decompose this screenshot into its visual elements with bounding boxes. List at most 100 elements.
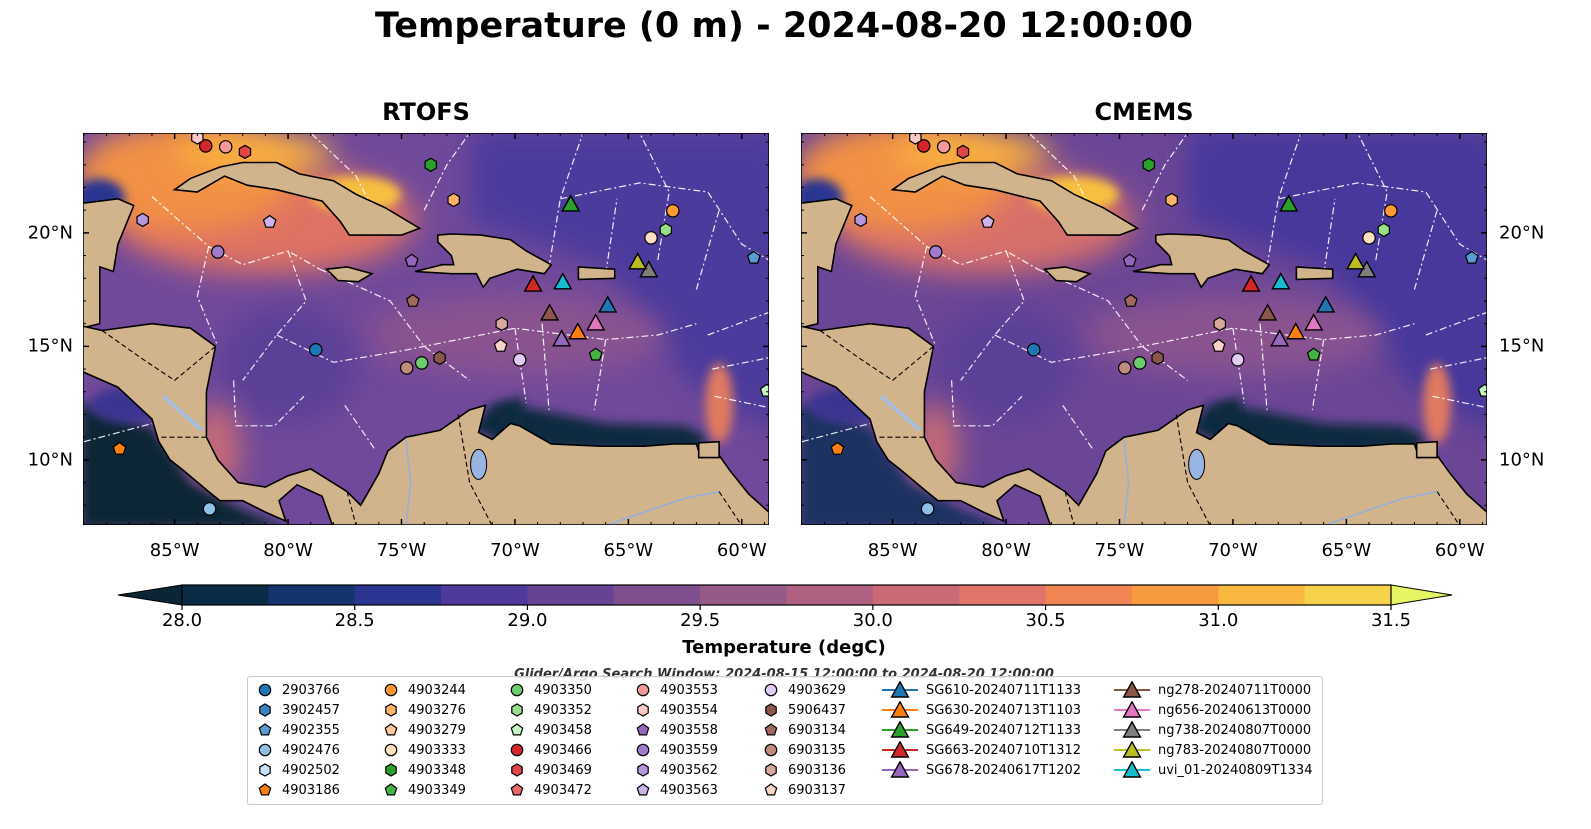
colorbar-tick-label: 29.0 [507,610,548,631]
float-marker-4902476 [920,502,935,516]
colorbar-under-extend [117,584,183,606]
legend-marker [258,683,272,697]
eez-boundary-line [1430,357,1487,370]
legend-label: 4903458 [534,722,592,738]
eez-boundary-line [712,357,769,370]
legend-item: 4903276 [382,701,466,719]
atlantic-cool-region [469,133,769,429]
float-marker-6903136 [1213,316,1226,332]
pacific-cold [83,403,281,525]
hexagon-marker-icon [637,703,649,717]
triangle-marker-icon [882,741,918,758]
legend-label: 4902355 [282,722,340,738]
triangle-marker-icon [1114,681,1150,698]
glider-marker-SG610-20240711T1133 [598,295,618,313]
pentagon-marker-icon [764,783,778,796]
colorbar-bin [1045,585,1133,605]
legend-marker [1122,761,1142,778]
colorbar-bin [959,585,1047,605]
legend-label: 4903186 [282,782,340,798]
lon-tick-label: 75°W [376,540,427,561]
colorbar-bin [182,585,269,605]
triangle-marker-icon [882,721,918,738]
float-marker-2903766 [1026,342,1041,357]
colorbar-tick-label: 28.0 [161,610,203,631]
colorbar-tick-label: 31.0 [1198,610,1239,631]
eez-boundary-line [695,210,720,290]
legend-item: 4903348 [382,761,466,779]
legend-marker [764,743,778,757]
cuba-north-warm [174,133,335,174]
float-marker-4903629 [1230,352,1245,367]
glider-marker-SG678-20240617T1202 [552,329,572,347]
eez-boundary-line [548,133,584,267]
triangle-marker-icon [1114,761,1150,778]
float-marker-4903333 [644,231,658,245]
legend-item: 4903279 [382,721,466,739]
legend-item: 4903563 [634,781,718,799]
cuba-north-warm [892,133,1053,174]
float-marker-4903186 [830,441,845,455]
glider-marker-SG649-20240712T1133 [1279,194,1299,212]
eez-boundary-line [914,246,937,347]
legend-item: 3902457 [256,701,340,719]
eez-boundary-line [1311,339,1325,410]
triangle-marker-icon [1114,701,1150,718]
legend-marker [385,703,397,717]
float-marker-4902355 [1464,250,1479,264]
float-marker-6903137 [493,338,508,352]
legend-marker [384,683,398,697]
legend-label: SG630-20240713T1103 [926,702,1082,718]
legend: 2903766 3902457 4902355 4902476 4902502 49031… [247,676,1323,805]
float-marker-4903244 [1384,204,1398,218]
float-marker-4903563 [262,214,277,228]
circle-marker-icon [258,743,272,757]
float-marker-6903136 [495,316,508,332]
land-jamaica [324,266,375,283]
land-trinidad [1415,440,1438,459]
eez-boundary-line [960,250,1025,381]
legend-marker [510,683,524,697]
legend-label: 4903559 [660,742,718,758]
lat-tick-label: 20°N [27,222,73,244]
float-marker-4903466 [916,139,931,153]
legend-label: 4903244 [408,682,466,698]
lat-tick-label: 10°N [27,449,73,471]
land-hispaniola [1132,233,1271,289]
float-marker-4903558 [1122,253,1137,267]
legend-label: 4903469 [534,762,592,778]
eez-boundary-line [1266,133,1302,267]
eez-boundary-line [423,133,471,211]
legend-label: SG678-20240617T1202 [926,762,1082,778]
land-mainland [801,322,1487,525]
colorbar-tick-label: 29.5 [680,610,721,631]
legend-label: 4903349 [408,782,466,798]
map-panel-cmems [801,133,1487,525]
legend-label: 4902502 [282,762,340,778]
legend-item: 4903559 [634,741,718,759]
circle-marker-icon [636,743,650,757]
land-puertorico [577,266,616,281]
pentagon-marker-icon [258,723,272,736]
float-marker-4903559 [210,245,225,259]
legend-marker [1122,741,1142,758]
pentagon-marker-icon [384,783,398,796]
legend-marker [385,763,397,777]
float-marker-4903466 [198,139,213,153]
land-hispaniola [414,233,553,289]
legend-item: ng278-20240711T0000 [1114,681,1311,699]
colorbar-tick-label: 28.5 [334,610,375,631]
country-border [101,330,216,382]
legend-item: 4903186 [256,781,340,799]
legend-label: 5906437 [788,702,846,718]
legend-marker [1122,721,1142,738]
colorbar-bin [1304,585,1392,605]
glider-marker-uvi_01-20240809T1334 [1271,272,1291,290]
colorbar-tick-label: 30.0 [852,610,893,631]
legend-marker [765,703,777,717]
float-marker-4903352 [1377,222,1391,238]
lake-nicaragua [879,394,922,432]
legend-item: 4903244 [382,681,466,699]
float-marker-4903563 [980,214,995,228]
river-orinoco [1323,490,1438,525]
